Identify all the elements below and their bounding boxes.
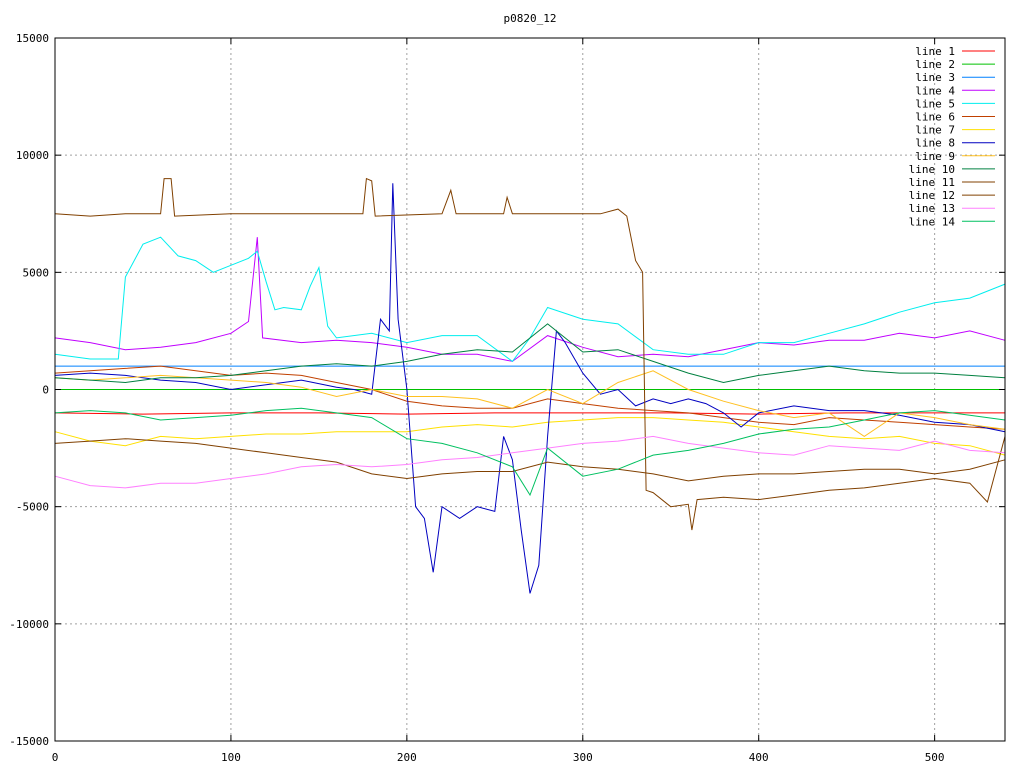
x-tick-label: 200 <box>397 751 417 764</box>
series-line-10 <box>54 323 1006 384</box>
series-line-4 <box>54 237 1006 362</box>
series-line-12 <box>54 177 1006 531</box>
legend-label-4: line 4 <box>915 84 955 97</box>
y-tick-label: 5000 <box>23 266 50 279</box>
axes: 0 100 200 300 400 500 -15000 -10000 -5000 0 5000 10… <box>9 32 1005 764</box>
y-tick-label: 15000 <box>16 32 49 45</box>
legend-label-3: line 3 <box>915 71 955 84</box>
legend-label-11: line 11 <box>909 176 955 189</box>
legend-label-9: line 9 <box>915 150 955 163</box>
y-tick-label: -15000 <box>9 735 49 748</box>
legend-label-8: line 8 <box>915 137 955 150</box>
series-line-1 <box>54 412 1005 415</box>
legend-label-12: line 12 <box>909 189 955 202</box>
x-tick-label: 100 <box>221 751 241 764</box>
legend-label-2: line 2 <box>915 58 955 71</box>
series-line-8 <box>54 183 1006 594</box>
y-tick-label: -10000 <box>9 618 49 631</box>
legend-label-14: line 14 <box>909 215 956 228</box>
series-lines <box>54 177 1006 594</box>
y-tick-label: 0 <box>42 384 49 397</box>
legend-label-13: line 13 <box>909 202 955 215</box>
legend-label-6: line 6 <box>915 111 955 124</box>
y-tick-label: 10000 <box>16 149 49 162</box>
legend-label-7: line 7 <box>915 124 955 137</box>
legend-label-10: line 10 <box>909 163 955 176</box>
x-tick-label: 0 <box>52 751 59 764</box>
series-line-13 <box>54 435 1006 489</box>
x-tick-label: 500 <box>925 751 945 764</box>
x-tick-label: 400 <box>749 751 769 764</box>
legend-label-1: line 1 <box>915 45 955 58</box>
chart-title: p0820_12 <box>504 12 557 25</box>
series-line-9 <box>54 370 1006 438</box>
series-line-7 <box>54 417 1006 456</box>
y-tick-label: -5000 <box>16 501 49 514</box>
series-line-11 <box>54 438 1006 482</box>
series-line-14 <box>54 407 1006 497</box>
x-tick-label: 300 <box>573 751 593 764</box>
series-line-5 <box>54 236 1006 363</box>
legend-label-5: line 5 <box>915 97 955 110</box>
series-line-6 <box>54 365 1006 430</box>
